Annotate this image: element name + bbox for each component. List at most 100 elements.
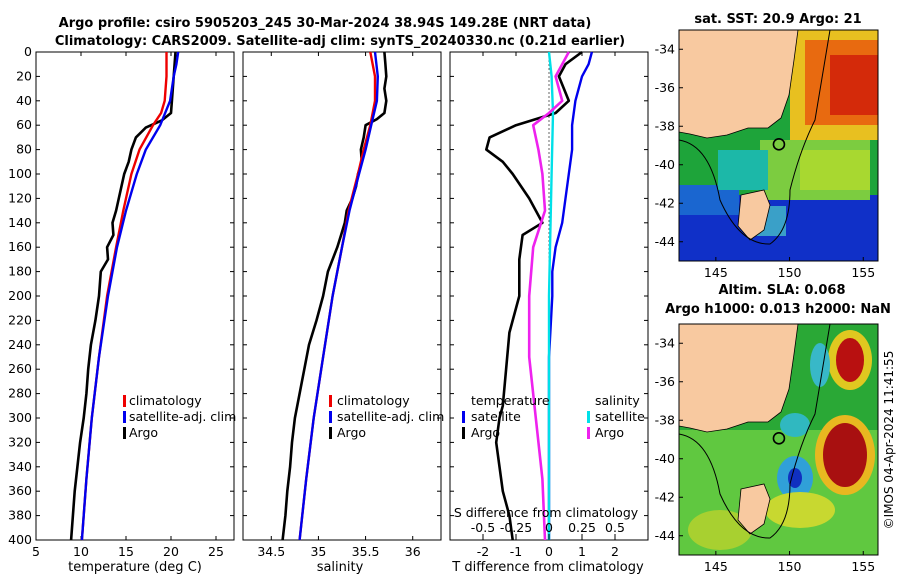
x-tick-label: 35.5 bbox=[352, 544, 380, 559]
x-tick-label: 0 bbox=[545, 544, 553, 559]
temperature-xlabel: temperature (deg C) bbox=[68, 560, 202, 575]
legend-climatology-swatch bbox=[329, 395, 332, 407]
series-line-satellite-adj-clim bbox=[298, 51, 379, 541]
y-tick-label: 120 bbox=[8, 190, 32, 205]
lat-tick-label: -34 bbox=[655, 335, 675, 350]
lon-tick-label: 155 bbox=[851, 559, 875, 574]
legend-argo-swatch bbox=[329, 427, 332, 439]
sla-map-axes: 145 150 155 -44 -42 -40 -38 -36 -34 bbox=[655, 335, 876, 574]
x-tick-label: -1 bbox=[510, 544, 522, 559]
legend-sal-argo-swatch bbox=[587, 427, 590, 439]
s-difference-axis: -0.5 -0.25 0 0.25 0.5 bbox=[471, 520, 625, 540]
lat-tick-label: -40 bbox=[655, 157, 675, 172]
lat-tick-label: -36 bbox=[655, 80, 675, 95]
x-tick-label: 15 bbox=[118, 544, 134, 559]
legend-sal-satellite-label: satellite bbox=[595, 409, 645, 424]
sst-map-frame bbox=[678, 29, 879, 262]
s-difference-label: S difference from climatology bbox=[454, 505, 639, 520]
lat-tick-label: -38 bbox=[655, 118, 675, 133]
legend-climatology-swatch bbox=[123, 395, 126, 407]
plot-frame bbox=[35, 51, 235, 541]
lat-tick-label: -38 bbox=[655, 412, 675, 427]
legend-climatology-label: climatology bbox=[337, 393, 410, 408]
sla-map-frame bbox=[678, 323, 879, 556]
y-tick-label: 80 bbox=[16, 142, 32, 157]
figure-title-line2: Climatology: CARS2009. Satellite-adj cli… bbox=[55, 34, 625, 49]
salinity-legend: climatology satellite-adj. clim Argo bbox=[329, 393, 444, 440]
legend-argo-swatch bbox=[123, 427, 126, 439]
difference-xlabel: T difference from climatology bbox=[451, 560, 644, 575]
legend-satellite-swatch bbox=[123, 411, 126, 423]
lat-tick-label: -40 bbox=[655, 451, 675, 466]
series-line-argo bbox=[281, 51, 388, 541]
sst-map-title: sat. SST: 20.9 Argo: 21 bbox=[694, 12, 861, 27]
s-tick-label: 0.5 bbox=[605, 520, 625, 535]
argo-float-marker bbox=[772, 138, 786, 151]
legend-sal-satellite-swatch bbox=[587, 411, 590, 423]
lat-tick-label: -42 bbox=[655, 489, 675, 504]
y-tick-label: 300 bbox=[8, 410, 32, 425]
legend-temp-argo-label: Argo bbox=[471, 425, 500, 440]
y-tick-label: 160 bbox=[8, 239, 32, 254]
lon-tick-label: 145 bbox=[704, 265, 728, 280]
series-line-argo bbox=[69, 51, 177, 541]
y-tick-label: 140 bbox=[8, 215, 32, 230]
legend-temp-satellite-label: satellite bbox=[471, 409, 521, 424]
y-tick-label: 380 bbox=[8, 508, 32, 523]
y-tick-label: 340 bbox=[8, 459, 32, 474]
x-tick-label: 5 bbox=[32, 544, 40, 559]
s-tick-label: 0.25 bbox=[568, 520, 596, 535]
lon-tick-label: 155 bbox=[851, 265, 875, 280]
lat-tick-label: -34 bbox=[655, 41, 675, 56]
argo-float-marker bbox=[772, 432, 786, 445]
y-tick-label: 0 bbox=[24, 44, 32, 59]
series-line-salinity-argo bbox=[527, 51, 570, 541]
plot-frame bbox=[242, 51, 442, 541]
figure-title-line1: Argo profile: csiro 5905203_245 30-Mar-2… bbox=[59, 16, 592, 31]
x-tick-label: -2 bbox=[477, 544, 489, 559]
legend-climatology-label: climatology bbox=[129, 393, 202, 408]
difference-panel: -2 -1 0 1 2 bbox=[449, 50, 649, 559]
salinity-panel: 34.5 35 35.5 36 bbox=[242, 51, 442, 559]
x-tick-label: 34.5 bbox=[257, 544, 285, 559]
x-tick-label: 35 bbox=[310, 544, 326, 559]
legend-satellite-label: satellite-adj. clim bbox=[129, 409, 236, 424]
x-tick-label: 25 bbox=[208, 544, 224, 559]
y-tick-label: 280 bbox=[8, 386, 32, 401]
legend-argo-label: Argo bbox=[129, 425, 158, 440]
lat-tick-label: -36 bbox=[655, 374, 675, 389]
sla-map-title: Altim. SLA: 0.068 bbox=[719, 283, 846, 298]
y-tick-label: 60 bbox=[16, 117, 32, 132]
lon-tick-label: 150 bbox=[778, 559, 802, 574]
legend-temp-satellite-swatch bbox=[462, 411, 465, 423]
legend-temp-argo-swatch bbox=[462, 427, 465, 439]
x-tick-label: 1 bbox=[578, 544, 586, 559]
y-tick-label: 100 bbox=[8, 166, 32, 181]
legend-sal-argo-label: Argo bbox=[595, 425, 624, 440]
legend-salinity-title: salinity bbox=[595, 393, 640, 408]
legend-satellite-label: satellite-adj. clim bbox=[337, 409, 444, 424]
y-tick-label: 240 bbox=[8, 337, 32, 352]
y-tick-label: 400 bbox=[8, 532, 32, 547]
y-tick-label: 200 bbox=[8, 288, 32, 303]
s-tick-label: -0.5 bbox=[471, 520, 495, 535]
lat-tick-label: -44 bbox=[655, 528, 675, 543]
imos-timestamp: ©IMOS 04-Apr-2024 11:41:55 bbox=[882, 351, 896, 530]
series-line-satellite-adj-clim bbox=[80, 51, 180, 541]
y-tick-label: 180 bbox=[8, 264, 32, 279]
s-tick-label: 0 bbox=[545, 520, 553, 535]
difference-legend: temperature satellite Argo salinity sate… bbox=[462, 393, 645, 440]
lon-tick-label: 145 bbox=[704, 559, 728, 574]
lon-tick-label: 150 bbox=[778, 265, 802, 280]
y-tick-label: 40 bbox=[16, 93, 32, 108]
x-tick-label: 2 bbox=[611, 544, 619, 559]
y-tick-label: 360 bbox=[8, 483, 32, 498]
x-tick-label: 36 bbox=[405, 544, 421, 559]
sla-map-subtitle: Argo h1000: 0.013 h2000: NaN bbox=[665, 302, 891, 317]
y-tick-label: 20 bbox=[16, 68, 32, 83]
x-tick-label: 10 bbox=[73, 544, 89, 559]
lat-tick-label: -44 bbox=[655, 234, 675, 249]
legend-temperature-title: temperature bbox=[471, 393, 550, 408]
s-tick-label: -0.25 bbox=[500, 520, 532, 535]
